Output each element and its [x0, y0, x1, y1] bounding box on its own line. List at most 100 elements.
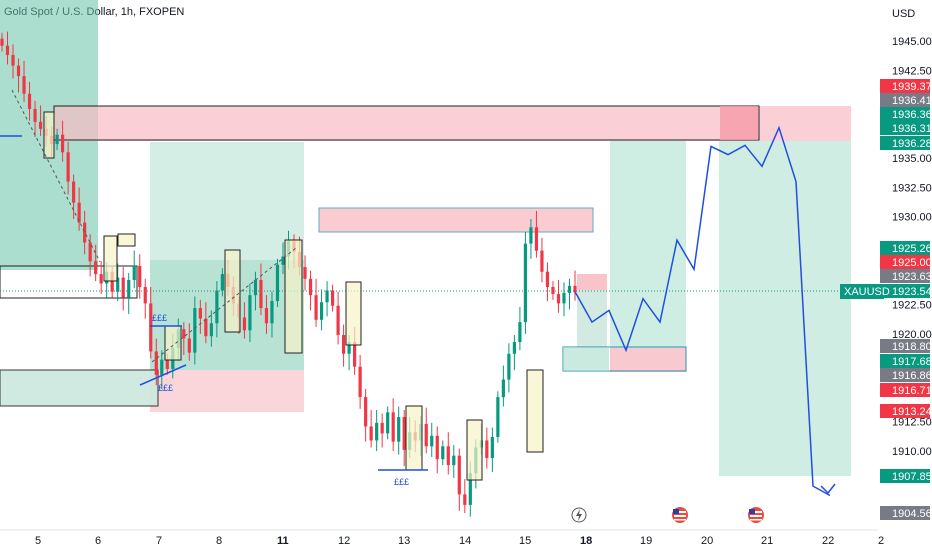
candle-body	[303, 267, 307, 279]
candle-body	[242, 317, 247, 331]
candle-body	[512, 342, 516, 354]
highlight-box	[103, 235, 118, 282]
lightning-icon[interactable]	[571, 507, 587, 523]
price-label-box	[880, 469, 930, 483]
small-stop-zone	[577, 274, 607, 290]
y-tick-label: 1920.00	[892, 329, 932, 341]
highlight-box	[164, 325, 182, 361]
x-tick-label: 15	[519, 535, 531, 547]
support-zone-mid	[0, 265, 138, 299]
candle-body	[61, 134, 65, 153]
candle-body	[441, 446, 445, 460]
small-long-zone	[577, 290, 607, 348]
candle-body	[457, 455, 461, 495]
candle-body	[375, 422, 379, 441]
highlight-box	[284, 239, 303, 354]
us-flag-icon[interactable]	[748, 507, 764, 523]
price-label: 1904.56	[892, 508, 932, 520]
candle-body	[567, 285, 572, 293]
highlight-box	[43, 111, 55, 159]
price-label: 1918.80	[892, 341, 932, 353]
candle-body	[507, 353, 511, 380]
candle-body	[182, 329, 186, 339]
x-tick-label: 7	[156, 535, 162, 547]
candle-body	[138, 265, 142, 287]
candle-body	[402, 417, 406, 450]
dashed-trendline	[11, 89, 101, 263]
y-tick-label: 1922.50	[892, 300, 932, 312]
candle-body	[83, 222, 87, 243]
candle-body	[364, 397, 368, 427]
candle-body	[369, 426, 373, 441]
x-tick-label: 20	[701, 535, 713, 547]
resistance-zone-top	[54, 106, 851, 141]
candle-body	[463, 494, 467, 505]
price-label-box	[880, 255, 930, 269]
candle-body	[534, 227, 539, 251]
long-trade-zone-right	[610, 141, 686, 348]
candle-body	[330, 290, 335, 306]
annotation-label: £££	[158, 383, 173, 393]
price-label-box	[880, 404, 930, 418]
candle-body	[347, 342, 351, 354]
x-tick-label: 5	[35, 535, 41, 547]
us-flag-icon[interactable]	[672, 507, 688, 523]
price-label-box	[880, 93, 930, 107]
price-label: 1917.68	[892, 356, 932, 368]
candle-body	[490, 436, 494, 459]
highlight-box	[405, 405, 423, 471]
y-tick-label: 1942.50	[892, 65, 932, 77]
price-label-box	[880, 241, 930, 255]
price-label: 1936.41	[892, 95, 932, 107]
retest-box-fill	[563, 347, 609, 371]
y-tick-label: 1935.00	[892, 153, 932, 165]
candle-body	[154, 351, 158, 375]
price-label: 1939.37	[892, 81, 932, 93]
price-label-box	[880, 339, 930, 353]
candle-body	[38, 121, 43, 129]
x-tick-label: 6	[95, 535, 101, 547]
candle-body	[380, 422, 384, 434]
candle-body	[496, 397, 500, 437]
candle-body	[435, 435, 439, 460]
forecast-arrowhead	[820, 483, 836, 495]
long-target-zone	[150, 142, 304, 260]
candle-body	[143, 287, 147, 304]
candle-body	[66, 152, 70, 182]
highlight-box	[526, 369, 544, 453]
candle-body	[545, 271, 550, 287]
candle-body	[193, 308, 197, 353]
candle-body	[573, 285, 577, 293]
candle-body	[501, 379, 505, 398]
candle-body	[391, 412, 395, 442]
candle-body	[540, 250, 544, 272]
x-tick-label: 13	[398, 535, 410, 547]
candle-body	[308, 278, 313, 296]
candle-body	[33, 108, 37, 122]
y-tick-label: 1945.00	[892, 36, 932, 48]
candle-body	[264, 308, 269, 324]
candle-body	[341, 335, 346, 354]
candle-body	[165, 359, 169, 369]
candle-body	[397, 417, 401, 442]
candle-body	[319, 302, 324, 320]
price-label: 1916.86	[892, 370, 932, 382]
price-label-box	[880, 383, 930, 397]
candle-body	[94, 261, 98, 275]
highlight-box	[345, 281, 362, 346]
price-label: 1925.26	[892, 243, 932, 255]
candle-body	[220, 274, 224, 291]
symbol-label: XAUUSD	[844, 286, 890, 298]
candle-body	[198, 308, 202, 319]
x-tick-label: 22	[822, 535, 834, 547]
candle-body	[116, 277, 120, 292]
symbol-label-box	[840, 284, 884, 299]
time-axis[interactable]	[0, 530, 932, 550]
candle-body	[270, 301, 274, 324]
price-label-box	[880, 269, 930, 283]
price-label: 1936.36	[892, 109, 932, 121]
x-tick-label: 8	[216, 535, 222, 547]
long-stop-zone	[150, 370, 304, 412]
y-tick-label: 1932.50	[892, 182, 932, 194]
